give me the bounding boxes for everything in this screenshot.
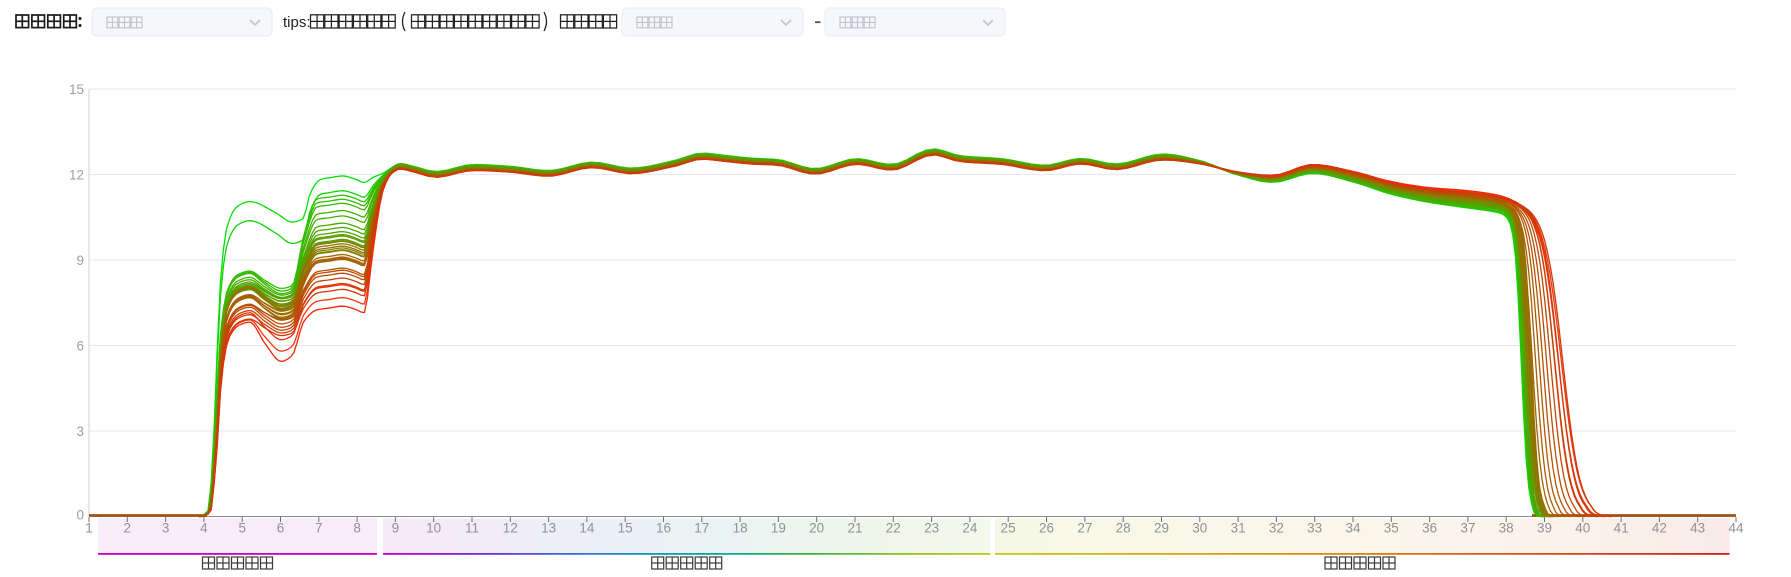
svg-text:39: 39	[1537, 521, 1552, 536]
svg-text:34: 34	[1345, 521, 1361, 536]
svg-text:22: 22	[886, 521, 901, 536]
svg-text:18: 18	[733, 521, 748, 536]
svg-text:17: 17	[694, 521, 709, 536]
svg-text:42: 42	[1652, 521, 1667, 536]
svg-text:5: 5	[238, 521, 246, 536]
svg-text:0: 0	[76, 508, 84, 523]
svg-text:21: 21	[847, 521, 862, 536]
svg-text:36: 36	[1422, 521, 1437, 536]
svg-text:26: 26	[1039, 521, 1054, 536]
svg-text:30: 30	[1192, 521, 1207, 536]
svg-text:44: 44	[1728, 521, 1744, 536]
svg-text:37: 37	[1460, 521, 1475, 536]
svg-text:3: 3	[76, 424, 84, 439]
svg-text:9: 9	[392, 521, 400, 536]
svg-text:38: 38	[1499, 521, 1514, 536]
svg-text:24: 24	[962, 521, 978, 536]
svg-text:31: 31	[1231, 521, 1246, 536]
svg-text:28: 28	[1116, 521, 1131, 536]
svg-text:15: 15	[69, 82, 84, 97]
svg-text:14: 14	[579, 521, 595, 536]
svg-text:16: 16	[656, 521, 671, 536]
svg-text:tips:: tips:	[283, 14, 311, 31]
svg-text:8: 8	[353, 521, 361, 536]
svg-text:33: 33	[1307, 521, 1322, 536]
svg-text:12: 12	[503, 521, 518, 536]
svg-text:27: 27	[1077, 521, 1092, 536]
svg-text:12: 12	[69, 167, 84, 182]
svg-text:6: 6	[277, 521, 285, 536]
svg-text:3: 3	[162, 521, 170, 536]
svg-text:4: 4	[200, 521, 208, 536]
svg-text:20: 20	[809, 521, 824, 536]
svg-text:23: 23	[924, 521, 939, 536]
svg-text:7: 7	[315, 521, 323, 536]
svg-text:25: 25	[1001, 521, 1016, 536]
svg-text:35: 35	[1384, 521, 1399, 536]
svg-text:9: 9	[76, 253, 84, 268]
svg-text:1: 1	[85, 521, 93, 536]
svg-text:15: 15	[618, 521, 633, 536]
svg-text:6: 6	[76, 338, 84, 353]
svg-text:11: 11	[465, 521, 479, 536]
svg-text:40: 40	[1575, 521, 1590, 536]
svg-text:19: 19	[771, 521, 786, 536]
svg-text:29: 29	[1154, 521, 1169, 536]
svg-text:43: 43	[1690, 521, 1705, 536]
svg-text:13: 13	[541, 521, 556, 536]
svg-text:41: 41	[1614, 521, 1629, 536]
svg-text:10: 10	[426, 521, 441, 536]
svg-text:2: 2	[124, 521, 132, 536]
svg-text:32: 32	[1269, 521, 1284, 536]
